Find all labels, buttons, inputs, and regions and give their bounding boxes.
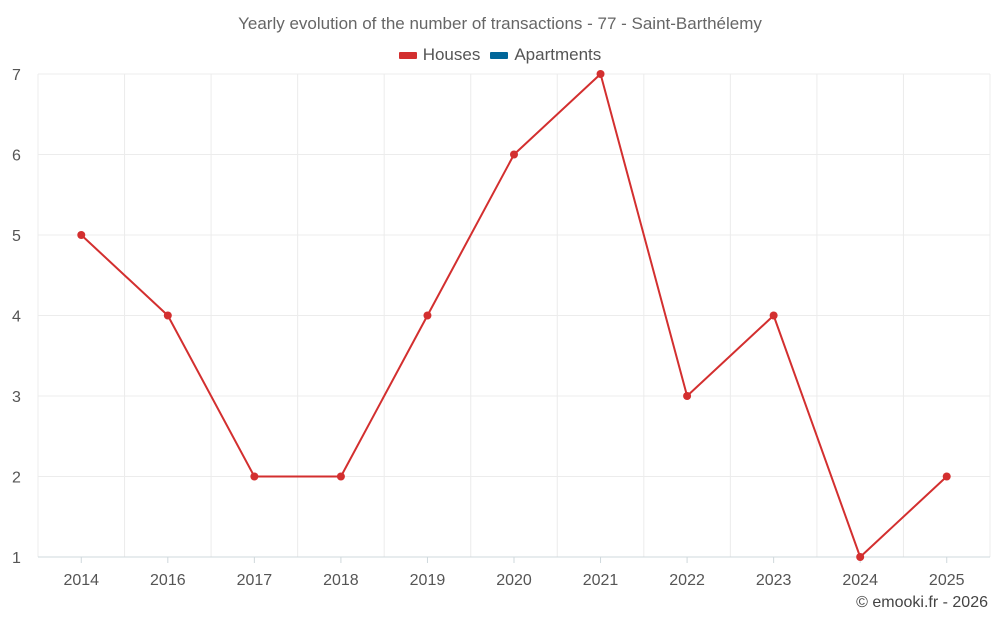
data-point-houses <box>336 472 345 481</box>
x-tick-label: 2016 <box>150 572 186 589</box>
data-point-houses <box>856 553 865 561</box>
y-tick-label: 5 <box>12 228 21 245</box>
data-point-houses <box>250 472 259 481</box>
data-point-houses <box>77 231 86 239</box>
legend-swatch-apartments <box>490 51 509 59</box>
x-tick-label: 2021 <box>583 572 619 589</box>
y-tick-label: 2 <box>12 470 21 487</box>
data-point-houses <box>942 472 951 481</box>
x-tick-label: 2019 <box>410 572 446 589</box>
y-tick-label: 4 <box>12 309 21 326</box>
data-point-houses <box>683 392 692 400</box>
y-tick-label: 6 <box>12 148 21 165</box>
x-tick-label: 2023 <box>756 572 792 589</box>
legend-label-apartments: Apartments <box>514 45 602 64</box>
y-tick-label: 1 <box>12 550 21 567</box>
data-point-houses <box>423 311 432 320</box>
data-point-houses <box>163 311 172 320</box>
legend-item-houses[interactable]: Houses <box>398 45 481 65</box>
y-tick-label: 3 <box>12 389 21 406</box>
x-tick-label: 2017 <box>237 572 273 589</box>
x-tick-label: 2025 <box>929 572 965 589</box>
y-tick-label: 7 <box>12 67 21 84</box>
data-point-houses <box>510 150 518 159</box>
data-point-houses <box>596 70 605 78</box>
x-tick-label: 2020 <box>496 572 532 589</box>
chart-title: Yearly evolution of the number of transa… <box>238 14 762 33</box>
legend: Houses Apartments <box>0 45 1000 65</box>
legend-swatch-houses <box>398 51 417 59</box>
data-point-houses <box>769 311 778 320</box>
credit-text: © emooki.fr - 2026 <box>856 594 988 611</box>
legend-label-houses: Houses <box>422 45 481 64</box>
x-tick-label: 2024 <box>842 572 878 589</box>
legend-item-apartments[interactable]: Apartments <box>490 45 601 65</box>
x-tick-label: 2014 <box>63 572 99 589</box>
x-tick-label: 2018 <box>323 572 359 589</box>
x-tick-label: 2022 <box>669 572 705 589</box>
